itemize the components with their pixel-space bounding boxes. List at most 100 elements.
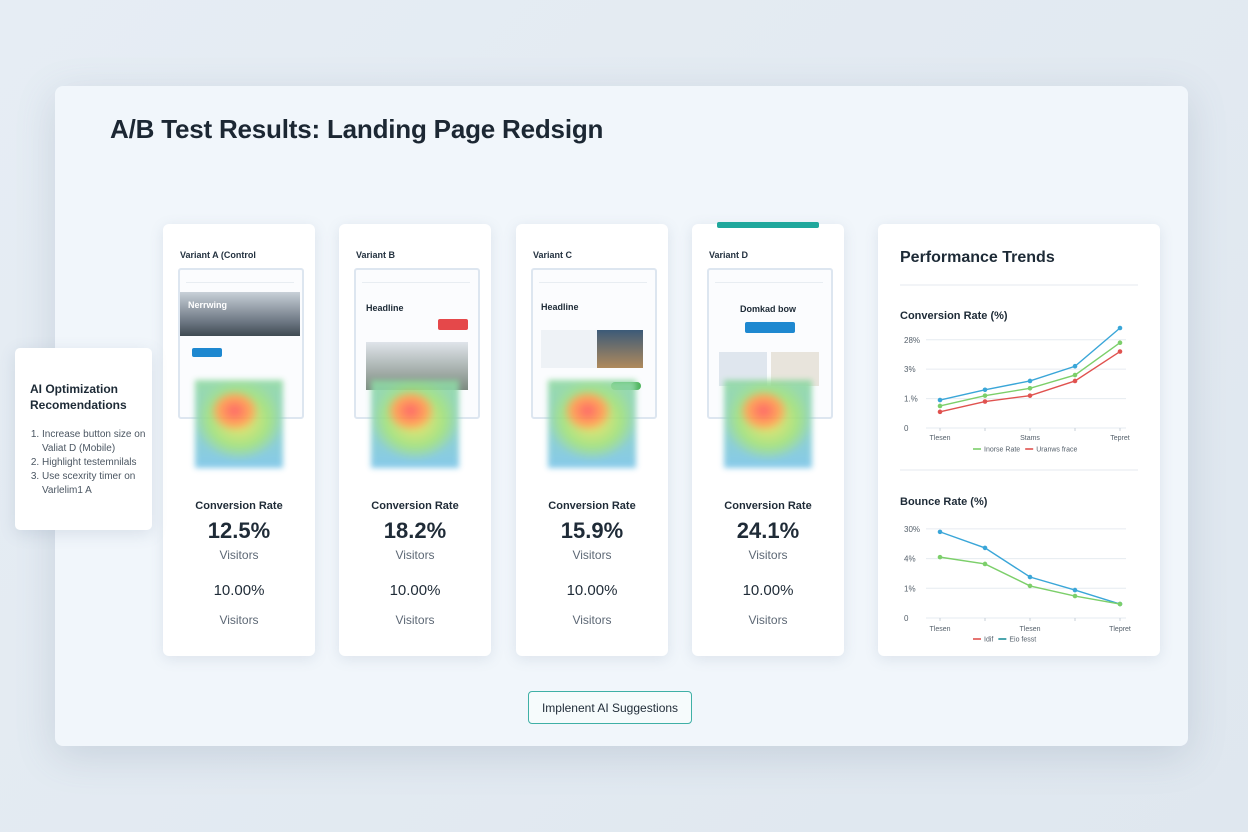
data-point	[982, 399, 988, 404]
data-point	[1027, 378, 1033, 384]
data-point	[937, 403, 943, 409]
variant-card: Variant C Headline Conversion Rate 15.9% Vis…	[516, 224, 668, 656]
trend-line	[939, 556, 1121, 605]
visitors-label: Visitors	[572, 548, 612, 562]
secondary-metric: 10.00%	[566, 582, 618, 599]
recommendation-list: Increase button size on Valiat D (Mobile…	[30, 428, 154, 498]
legend-label: Eio fesst	[1009, 637, 1036, 644]
data-point	[982, 393, 988, 398]
chart-title: Conversion Rate (%)	[900, 310, 1008, 322]
conversion-rate: 12.5%	[207, 518, 271, 543]
secondary-metric: 10.00%	[213, 582, 265, 599]
data-point	[1027, 385, 1033, 391]
data-point	[937, 529, 943, 535]
variant-name: Variant C	[533, 250, 573, 260]
ai-recommendations: AI Optimization Recomendations Increase …	[15, 348, 152, 530]
data-point	[1027, 583, 1033, 589]
y-tick-label: 1.%	[904, 395, 918, 404]
data-point	[1117, 340, 1123, 346]
visitors-label: Visitors	[395, 548, 435, 562]
variant-card: Variant B Headline Conversion Rate 18.2% Vis…	[339, 224, 491, 656]
y-tick-label: 3%	[904, 365, 916, 374]
metric-label: Conversion Rate	[548, 500, 636, 512]
page-title: A/B Test Results: Landing Page Redsign	[110, 114, 604, 144]
visitors-label: Visitors	[219, 548, 259, 562]
variant-name: Variant B	[356, 250, 396, 260]
preview-button	[745, 322, 795, 333]
data-point	[982, 561, 988, 567]
preview-headline: Nerrwing	[188, 300, 228, 310]
x-tick-label: Tlesen	[929, 626, 950, 633]
preview-headline: Headline	[366, 303, 404, 313]
variant-name: Variant D	[709, 250, 749, 260]
hero-image: Nerrwing	[180, 292, 300, 336]
recommendation: Highlight testemnilals	[42, 456, 154, 470]
y-tick-label: 1%	[904, 584, 916, 593]
x-tick-label: Tlesen	[1019, 626, 1040, 633]
implement-button[interactable]: Implenent AI Suggestions	[528, 691, 692, 724]
data-point	[1072, 587, 1078, 593]
secondary-metric: 10.00%	[389, 582, 441, 599]
preview-headline: Domkad bow	[739, 304, 796, 314]
legend-label: Idif	[984, 637, 993, 644]
data-point	[937, 397, 943, 403]
x-tick-label: Tlepret	[1109, 626, 1131, 633]
chart-title: Bounce Rate (%)	[900, 496, 988, 508]
y-tick-label: 0	[904, 424, 909, 433]
sidebar-title: AI Optimization Recomendations	[30, 382, 127, 412]
data-point	[937, 409, 943, 415]
visitors-label: Visitors	[219, 613, 259, 627]
data-point	[1117, 325, 1123, 331]
x-tick-label: Tlesen	[929, 435, 950, 442]
heatmap	[548, 380, 636, 468]
visitors-label: Visitors	[395, 613, 435, 627]
data-point	[1117, 349, 1123, 354]
metric-label: Conversion Rate	[195, 500, 283, 512]
data-point	[982, 545, 988, 551]
heatmap	[724, 380, 812, 468]
heatmap	[371, 380, 459, 468]
conversion-rate: 24.1%	[736, 518, 800, 543]
visitors-label: Visitors	[748, 548, 788, 562]
preview-button	[438, 319, 468, 330]
winner-bar	[717, 222, 819, 228]
preview-nav	[539, 278, 647, 283]
preview-nav	[186, 278, 294, 283]
y-tick-label: 28%	[904, 336, 920, 345]
preview-headline: Headline	[541, 302, 579, 312]
recommendation: Increase button size on Valiat D (Mobile…	[42, 428, 154, 456]
conversion-rate: 15.9%	[560, 518, 624, 543]
preview-nav	[715, 278, 823, 283]
testimonial-image	[597, 330, 643, 368]
legend-label: Inorse Rate	[984, 447, 1020, 454]
data-point	[1072, 372, 1078, 378]
x-tick-label: Tepret	[1110, 435, 1130, 442]
data-point	[1027, 393, 1033, 398]
trend-line	[939, 531, 1121, 605]
metric-label: Conversion Rate	[724, 500, 812, 512]
secondary-metric: 10.00%	[742, 582, 794, 599]
legend-label: Uranws frace	[1036, 447, 1077, 454]
trends-card: Performance Trends Conversion Rate (%) 0 1…	[878, 224, 1160, 656]
preview-button	[192, 348, 222, 357]
data-point	[1072, 593, 1078, 599]
variant-card: Variant D Domkad bow Conversion Rate 24.1% V…	[692, 222, 844, 656]
data-point	[982, 387, 988, 393]
y-tick-label: 0	[904, 614, 909, 623]
heatmap	[195, 380, 283, 468]
visitors-label: Visitors	[572, 613, 612, 627]
preview-nav	[362, 278, 470, 283]
recommendation: Use scexrity timer on Varlelim1 A	[42, 470, 154, 498]
variant-card: Variant A (Control Nerrwing Conversion Rat…	[163, 224, 315, 656]
variant-name: Variant A (Control	[180, 250, 256, 260]
data-point	[1027, 574, 1033, 580]
data-point	[937, 554, 943, 560]
x-tick-label: Stams	[1020, 435, 1040, 442]
data-point	[1117, 601, 1123, 607]
conversion-rate: 18.2%	[383, 518, 447, 543]
data-point	[1072, 363, 1078, 369]
trends-chart: Performance Trends Conversion Rate (%) 0 1…	[900, 249, 1138, 644]
y-tick-label: 30%	[904, 525, 920, 534]
trends-title: Performance Trends	[900, 249, 1055, 266]
